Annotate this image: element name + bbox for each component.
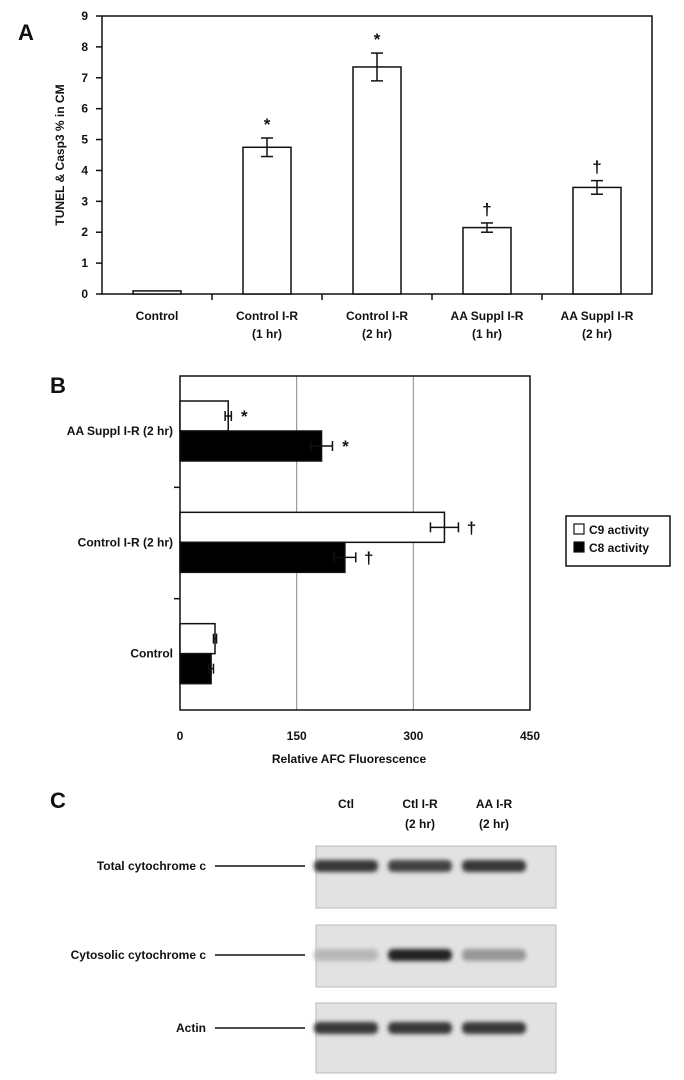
x-category-label: (2 hr) [362,327,392,341]
x-category-label: (1 hr) [252,327,282,341]
bar [352,66,402,295]
x-axis-label: Relative AFC Fluorescence [272,752,427,766]
legend-entry: C9 activity [589,523,649,537]
significance-mark: * [264,115,271,134]
panel-b-chart: B 0 150 300 450 Relative AFC Fluorescence AA … [50,373,671,766]
legend-swatch [573,541,585,553]
y-tick-label: 2 [81,225,88,239]
bar [179,430,323,462]
blot-label: Cytosolic cytochrome c [71,948,207,962]
y-tick-label: 1 [81,256,88,270]
y-tick-label: 6 [81,102,88,116]
x-category-label: (1 hr) [472,327,502,341]
blot-label: Actin [176,1021,206,1035]
lane-label: Ctl I-R [402,797,438,811]
panel-c-western-blot: C Ctl Ctl I-R (2 hr) AA I-R (2 hr) Total cyto… [50,788,557,1074]
blot-band [388,860,452,872]
bar [179,541,346,574]
blot-band [314,949,378,961]
x-category-label: Control I-R [346,309,408,323]
bar [462,226,512,295]
y-category-label: Control [130,647,173,661]
bar [179,400,229,432]
bar [179,511,446,544]
x-category-label: AA Suppl I-R [451,309,524,323]
y-category-label: AA Suppl I-R (2 hr) [67,424,173,438]
bar [179,652,212,685]
legend-entry: C8 activity [589,541,649,555]
y-tick-label: 8 [81,40,88,54]
y-tick-label: 7 [81,71,88,85]
bar [572,186,622,295]
bar [179,622,216,655]
y-tick-label: 5 [81,133,88,147]
blot-band [314,860,378,872]
lane-label: AA I-R [476,797,513,811]
x-category-label: Control [136,309,179,323]
blot-band [462,860,526,872]
y-category-label: Control I-R (2 hr) [78,535,173,549]
x-category-label: (2 hr) [582,327,612,341]
panel-c-letter: C [50,788,66,813]
y-tick-label: 0 [81,287,88,301]
x-tick-label: 300 [403,729,423,743]
lane-label: (2 hr) [405,817,435,831]
significance-mark: * [374,30,381,49]
x-tick-label: 150 [287,729,307,743]
x-category-label: Control I-R [236,309,298,323]
legend: C9 activity C8 activity [565,515,671,567]
panel-a-letter: A [18,20,34,45]
bar [132,290,182,295]
legend-swatch [573,523,585,535]
x-tick-label: 450 [520,729,540,743]
y-tick-label: 3 [81,194,88,208]
y-tick-label: 4 [81,163,88,177]
panel-a-chart: A 0 1 2 3 4 5 6 7 8 9 TUNEL & Casp3 % in CM Control… [18,9,653,341]
bar [242,146,292,295]
y-axis-label: TUNEL & Casp3 % in CM [53,84,67,225]
blot-membrane [315,1002,557,1074]
lane-label: Ctl [338,797,354,811]
blot-band [462,949,526,961]
significance-mark: † [467,518,476,537]
x-tick-label: 0 [177,729,184,743]
blot-membrane [315,845,557,909]
blot-label: Total cytochrome c [97,859,206,873]
significance-mark: † [364,548,373,567]
significance-mark: † [592,158,601,177]
lane-label: (2 hr) [479,817,509,831]
blot-band [388,1022,452,1034]
blot-band [388,949,452,961]
x-category-label: AA Suppl I-R [561,309,634,323]
blot-band [462,1022,526,1034]
blot-band [314,1022,378,1034]
y-tick-label: 9 [81,9,88,23]
significance-mark: † [482,200,491,219]
significance-mark: * [241,407,248,426]
significance-mark: * [342,437,349,456]
panel-b-letter: B [50,373,66,398]
